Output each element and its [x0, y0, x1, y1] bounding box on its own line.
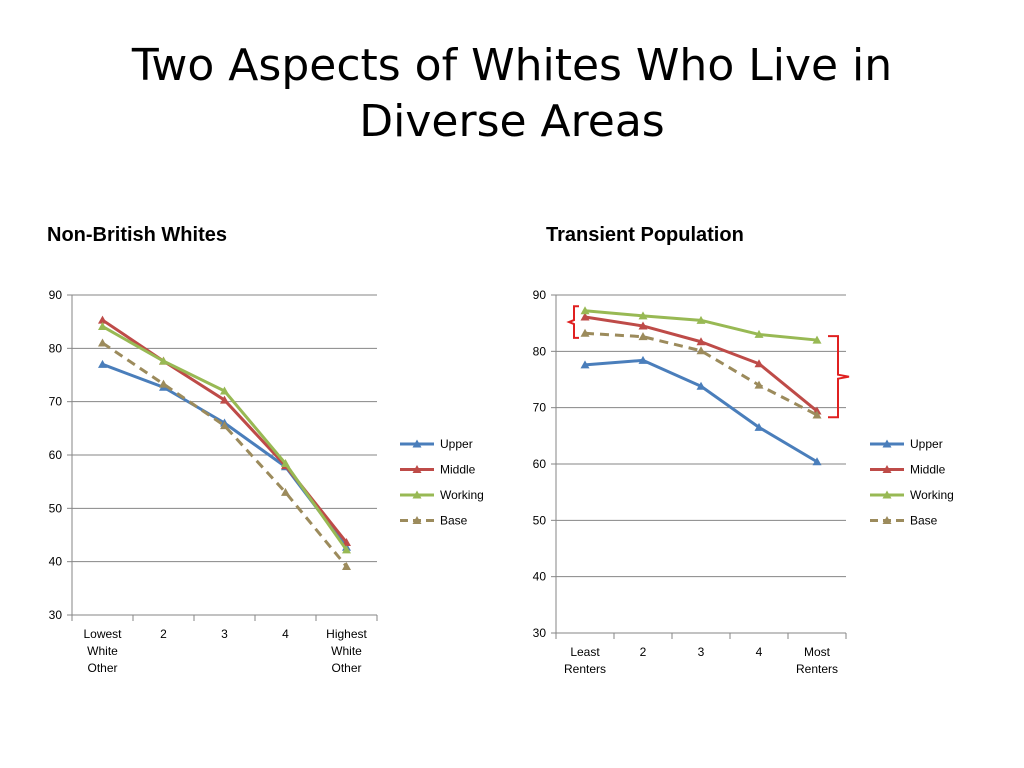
x-tick-label: 4 — [756, 645, 763, 659]
data-point-base — [342, 561, 351, 570]
slide-title-line-1: Two Aspects of Whites Who Live in — [131, 40, 893, 91]
data-point-upper — [98, 359, 107, 368]
y-tick-label: 70 — [49, 395, 63, 409]
y-tick-label: 90 — [49, 288, 63, 302]
data-point-middle — [580, 312, 590, 321]
data-point-working — [580, 306, 590, 315]
legend-label-middle: Middle — [440, 463, 476, 477]
legend-label-middle: Middle — [910, 463, 946, 477]
y-tick-label: 30 — [533, 626, 547, 640]
data-point-working — [220, 386, 229, 395]
x-tick-label: 4 — [282, 627, 289, 641]
y-tick-label: 80 — [49, 341, 63, 355]
data-point-upper — [812, 457, 822, 466]
y-tick-label: 90 — [533, 288, 547, 302]
x-tick-label: 2 — [160, 627, 167, 641]
x-tick-label: 3 — [221, 627, 228, 641]
series-line-base — [584, 331, 818, 417]
y-tick-label: 80 — [533, 344, 547, 358]
chart-title-transient-population: Transient Population — [546, 224, 744, 246]
data-point-middle — [696, 337, 706, 346]
chart-title-non-british-whites: Non-British Whites — [47, 224, 227, 246]
slide-title: Two Aspects of Whites Who Live in Divers… — [0, 38, 1024, 150]
legend-marker-upper — [412, 439, 422, 448]
data-point-upper — [580, 360, 590, 369]
data-point-upper — [754, 422, 764, 431]
data-point-base — [159, 379, 168, 388]
data-point-working — [159, 356, 168, 365]
legend-marker-working — [882, 490, 892, 499]
data-point-base — [696, 346, 706, 355]
y-tick-label: 70 — [533, 401, 547, 415]
legend-marker-working — [412, 490, 422, 499]
legend-label-working: Working — [910, 488, 954, 502]
data-point-middle — [754, 359, 764, 368]
data-point-upper — [696, 381, 706, 390]
data-point-middle — [220, 395, 229, 404]
data-point-base — [580, 328, 590, 337]
data-point-base — [220, 421, 229, 430]
data-point-middle — [98, 315, 107, 324]
legend-marker-upper — [882, 439, 892, 448]
legend-label-base: Base — [910, 514, 938, 528]
x-tick-label: Lowest White Other — [83, 627, 122, 675]
data-point-working — [342, 545, 351, 554]
series-line-base — [101, 341, 348, 568]
y-tick-label: 40 — [49, 555, 63, 569]
legend-label-base: Base — [440, 514, 468, 528]
x-tick-label: Highest White Other — [326, 627, 367, 675]
data-point-base — [754, 380, 764, 389]
x-tick-label: Least Renters — [564, 645, 606, 676]
y-tick-label: 60 — [533, 457, 547, 471]
x-tick-label: 2 — [640, 645, 647, 659]
bracket-right — [828, 335, 850, 419]
y-tick-label: 40 — [533, 570, 547, 584]
series-line-upper — [584, 358, 818, 464]
legend-label-upper: Upper — [910, 437, 943, 451]
legend-marker-middle — [412, 465, 422, 473]
data-point-base — [812, 410, 822, 419]
legend-marker-base — [412, 516, 422, 524]
slide-title-line-2: Diverse Areas — [359, 96, 665, 147]
bracket-left — [566, 305, 579, 339]
y-tick-label: 50 — [49, 501, 63, 515]
legend-label-upper: Upper — [440, 437, 473, 451]
data-point-middle — [342, 537, 351, 546]
y-tick-label: 30 — [49, 608, 63, 622]
data-point-base — [638, 332, 648, 341]
legend-label-working: Working — [440, 488, 484, 502]
y-tick-label: 50 — [533, 513, 547, 527]
y-tick-label: 60 — [49, 448, 63, 462]
data-point-base — [98, 338, 107, 347]
data-point-middle — [638, 321, 648, 330]
x-tick-label: 3 — [698, 645, 705, 659]
data-point-working — [281, 459, 290, 468]
x-tick-label: Most Renters — [796, 645, 838, 676]
data-point-working — [696, 315, 706, 324]
data-point-upper — [638, 355, 648, 364]
data-point-working — [754, 329, 764, 338]
data-point-base — [281, 487, 290, 496]
data-point-working — [812, 335, 822, 344]
data-point-working — [638, 311, 648, 320]
legend-marker-base — [882, 516, 892, 524]
data-point-working — [98, 321, 107, 330]
legend-marker-middle — [882, 465, 892, 473]
